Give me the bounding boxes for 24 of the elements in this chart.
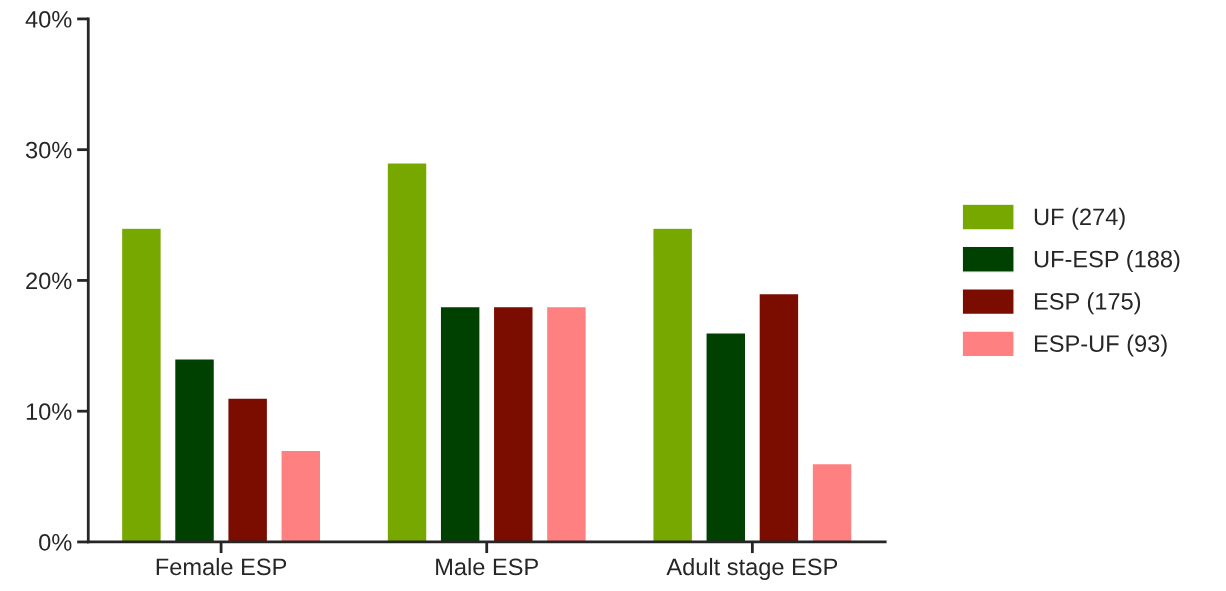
bar (439, 305, 481, 542)
bar (120, 227, 163, 542)
bar (758, 292, 800, 542)
legend-label: ESP (175) (1034, 292, 1141, 315)
bar (545, 305, 588, 542)
bar (227, 397, 269, 542)
bar (705, 332, 747, 542)
y-tick-label: 40% (25, 10, 72, 28)
x-tick-label: Male ESP (436, 557, 538, 576)
x-tick-label: Female ESP (156, 557, 287, 576)
legend-label: ESP-UF (93) (1034, 334, 1167, 357)
x-tick-label: Adult stage ESP (666, 557, 838, 580)
y-tick-label: 10% (26, 403, 72, 420)
bar (173, 358, 216, 542)
y-tick-label: 30% (25, 141, 72, 159)
bar (280, 449, 322, 542)
bar (811, 462, 853, 542)
legend-label: UF-ESP (188) (1034, 250, 1180, 273)
bar (386, 162, 428, 542)
bar (652, 227, 694, 542)
legend-label: UF (274) (1034, 207, 1125, 230)
bar (492, 305, 534, 542)
y-tick-label: 20% (26, 272, 72, 290)
y-tick-label: 0% (39, 534, 72, 551)
